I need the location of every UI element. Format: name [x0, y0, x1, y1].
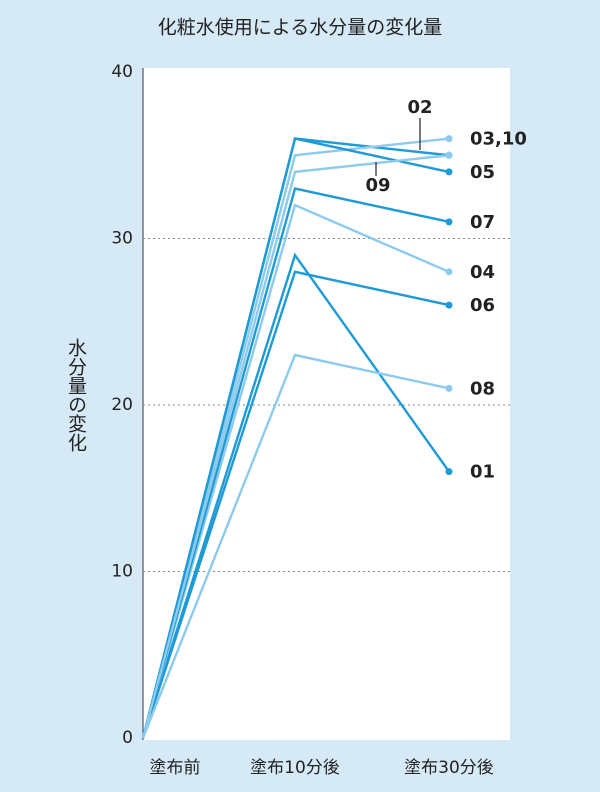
series-line	[141, 154, 450, 739]
series-label: 06	[470, 295, 495, 316]
y-tick-label: 10	[111, 562, 133, 582]
end-point	[445, 218, 453, 226]
series-line	[141, 203, 450, 739]
plot-area	[143, 68, 510, 740]
series-line	[141, 252, 450, 739]
series-label: 02	[407, 97, 432, 118]
series-line	[141, 187, 450, 739]
series-line	[141, 137, 450, 739]
series-label: 05	[470, 162, 495, 183]
x-tick-label: 塗布前	[150, 757, 201, 778]
end-point	[445, 168, 453, 176]
end-point	[445, 268, 453, 276]
end-point	[445, 468, 453, 476]
series-label: 04	[470, 262, 495, 283]
y-tick-label: 40	[111, 62, 133, 82]
chart-title: 化粧水使用による水分量の変化量	[158, 17, 442, 39]
end-point	[445, 384, 453, 392]
series-label: 03,10	[470, 129, 527, 150]
series-label: 09	[365, 175, 390, 196]
end-point	[445, 151, 453, 159]
x-tick-label: 塗布10分後	[250, 757, 340, 778]
y-tick-label: 20	[111, 395, 133, 415]
end-point	[445, 135, 453, 143]
y-axis-label: 水分量の変化	[65, 338, 87, 452]
y-tick-label: 30	[111, 229, 133, 249]
end-point	[445, 301, 453, 309]
y-tick-label: 0	[122, 728, 133, 748]
series-label: 08	[470, 378, 495, 399]
x-tick-label: 塗布30分後	[404, 757, 494, 778]
series-line	[141, 353, 450, 739]
series-line	[141, 270, 450, 739]
series-label: 07	[470, 212, 495, 233]
series-label: 01	[470, 462, 495, 483]
